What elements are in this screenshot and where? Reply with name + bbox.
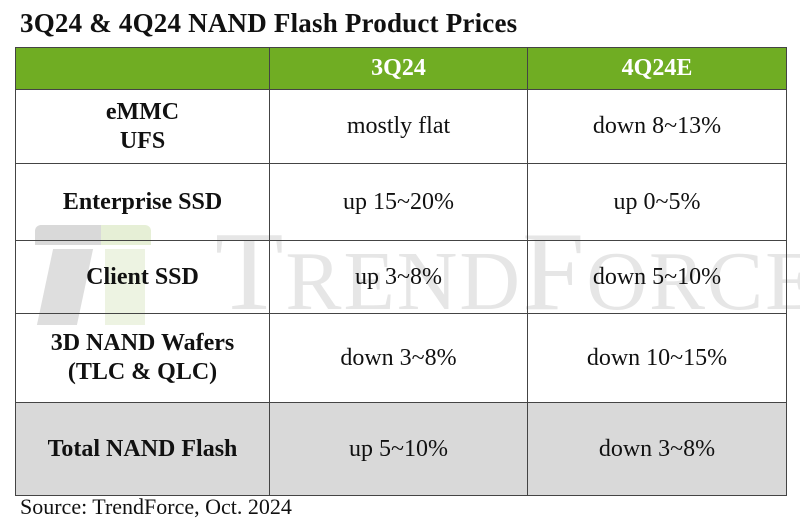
cell-4q24e: down 5~10% [527, 240, 787, 314]
cell-4q24e: down 10~15% [527, 313, 787, 403]
row-label: Enterprise SSD [15, 163, 270, 241]
table-row: eMMC UFS mostly flat down 8~13% [15, 89, 787, 164]
header-3q24: 3Q24 [269, 47, 528, 90]
cell-4q24e: up 0~5% [527, 163, 787, 241]
cell-3q24: up 5~10% [269, 402, 528, 496]
cell-3q24: up 3~8% [269, 240, 528, 314]
table-row-total: Total NAND Flash up 5~10% down 3~8% [15, 402, 787, 496]
table-row: Enterprise SSD up 15~20% up 0~5% [15, 163, 787, 241]
row-label: Total NAND Flash [15, 402, 270, 496]
cell-4q24e: down 3~8% [527, 402, 787, 496]
row-label: Client SSD [15, 240, 270, 314]
source-note: Source: TrendForce, Oct. 2024 [20, 494, 292, 519]
table-row: 3D NAND Wafers (TLC & QLC) down 3~8% down… [15, 313, 787, 403]
row-label: eMMC UFS [15, 89, 270, 164]
cell-3q24: up 15~20% [269, 163, 528, 241]
header-4q24e: 4Q24E [527, 47, 787, 90]
row-label: 3D NAND Wafers (TLC & QLC) [15, 313, 270, 403]
cell-4q24e: down 8~13% [527, 89, 787, 164]
table-header-row: 3Q24 4Q24E [15, 47, 787, 90]
cell-3q24: down 3~8% [269, 313, 528, 403]
page-title: 3Q24 & 4Q24 NAND Flash Product Prices [20, 8, 518, 38]
header-product [15, 47, 270, 90]
price-table: 3Q24 4Q24E eMMC UFS mostly flat down 8~13… [15, 47, 787, 496]
cell-3q24: mostly flat [269, 89, 528, 164]
table-row: Client SSD up 3~8% down 5~10% [15, 240, 787, 314]
